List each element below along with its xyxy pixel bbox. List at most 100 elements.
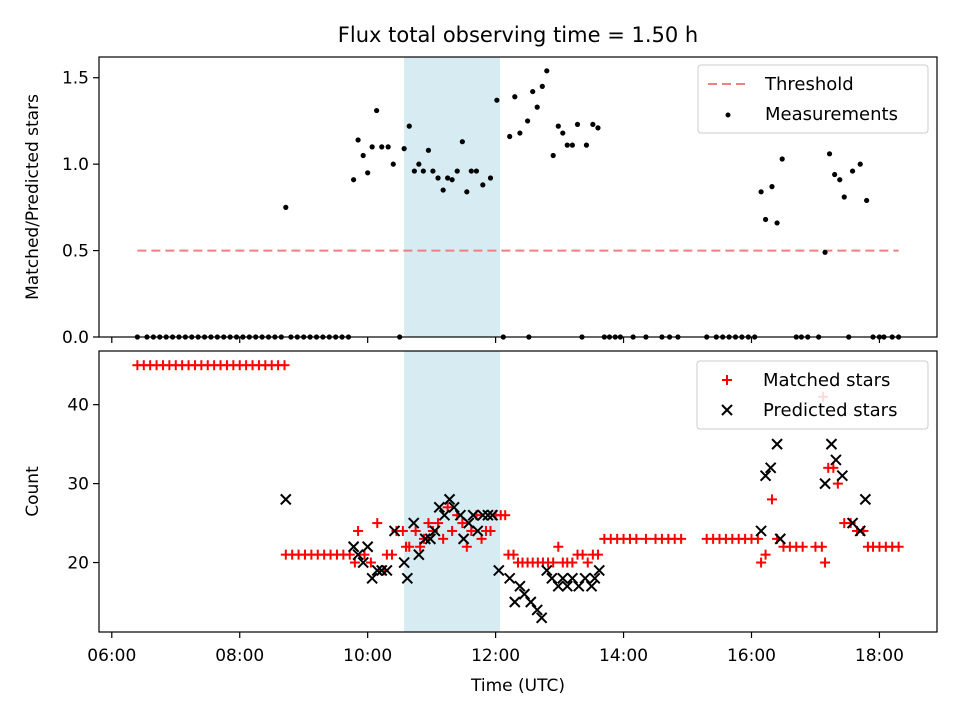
measurement-point	[758, 189, 764, 195]
matched-star-point	[816, 541, 827, 552]
measurement-point	[595, 125, 601, 131]
legend-predicted-label: Predicted stars	[763, 400, 897, 421]
y-tick-label: 1.5	[62, 69, 89, 89]
measurement-point	[454, 168, 460, 174]
measurement-point	[435, 175, 441, 181]
bottom-legend: Matched stars Predicted stars	[696, 360, 929, 430]
measurement-point	[590, 121, 596, 128]
matched-star-point	[766, 494, 777, 505]
matched-star-point	[893, 541, 904, 552]
measurement-point	[564, 142, 570, 148]
predicted-star-point	[514, 580, 526, 592]
matched-star-point	[397, 525, 408, 536]
measurement-point	[369, 144, 375, 150]
measurement-point	[468, 168, 474, 174]
legend-matched-swatch	[722, 375, 732, 385]
matched-star-point	[631, 533, 642, 544]
legend-measurements-swatch	[725, 112, 731, 118]
top-y-axis: 0.0 0.5 1.0 1.5	[62, 69, 99, 348]
legend-predicted-swatch	[721, 404, 733, 416]
chart-title: Flux total observing time = 1.50 h	[338, 23, 698, 47]
predicted-star-point	[509, 596, 521, 608]
predicted-star-point	[579, 572, 591, 585]
x-tick-label: 10:00	[343, 646, 392, 666]
predicted-star-point	[486, 509, 499, 521]
legend-plus-marker	[722, 375, 732, 385]
predicted-star-point	[429, 525, 441, 537]
legend-matched-label: Matched stars	[763, 370, 890, 391]
predicted-star-point	[819, 477, 831, 490]
matched-star-point	[553, 541, 564, 552]
predicted-star-point	[573, 580, 585, 592]
predicted-star-point	[503, 572, 516, 585]
measurement-point	[350, 177, 357, 183]
measurements-series	[134, 68, 902, 340]
x-tick-label: 18:00	[855, 646, 904, 666]
measurement-point	[390, 161, 396, 167]
measurement-point	[464, 189, 470, 195]
predicted-star-point	[557, 572, 569, 585]
measurement-point	[555, 123, 561, 129]
predicted-star-point	[413, 548, 425, 561]
matched-star-point	[500, 510, 511, 521]
y-tick-label: 0.0	[62, 328, 89, 348]
measurement-point	[430, 168, 436, 174]
matched-star-point	[582, 557, 593, 568]
predicted-star-point	[585, 580, 598, 592]
measurement-point	[283, 204, 289, 210]
measurement-point	[774, 220, 780, 226]
matched-star-point	[404, 541, 415, 552]
x-tick-label: 08:00	[215, 646, 264, 666]
matched-star-point	[353, 525, 364, 536]
matched-star-point	[365, 557, 376, 568]
predicted-star-point	[859, 493, 872, 506]
measurement-point	[401, 146, 407, 152]
matched-star-point	[760, 549, 771, 560]
matched-star-point	[466, 525, 477, 536]
bottom-legend-box	[696, 360, 929, 430]
measurement-point	[512, 94, 518, 100]
matched-star-point	[797, 541, 808, 552]
predicted-star-point	[361, 541, 374, 553]
x-tick-label: 14:00	[599, 646, 648, 666]
predicted-star-point	[352, 548, 364, 561]
matched-star-point	[386, 549, 397, 560]
matched-star-point	[820, 557, 831, 568]
predicted-star-point	[398, 556, 410, 569]
predicted-star-point	[471, 525, 484, 537]
predicted-star-point	[546, 572, 558, 585]
measurement-point	[425, 147, 432, 153]
measurement-point	[360, 152, 366, 159]
predicted-star-point	[371, 564, 383, 577]
predicted-star-point	[759, 470, 772, 482]
bottom-x-axis: 06:00 08:00 10:00 12:00 14:00 16:00 18:00	[87, 632, 904, 666]
predicted-star-point	[357, 556, 369, 569]
predicted-star-point	[493, 564, 505, 577]
matched-stars-series	[132, 360, 904, 576]
measurement-point	[487, 175, 494, 181]
predicted-star-point	[467, 509, 479, 521]
matched-star-point	[279, 360, 290, 371]
matched-star-point	[640, 533, 651, 544]
matched-star-point	[508, 549, 519, 560]
predicted-star-point	[424, 533, 437, 545]
measurement-point	[416, 161, 422, 167]
predicted-star-point	[525, 596, 537, 608]
predicted-star-point	[433, 501, 446, 513]
top-legend-box	[697, 64, 929, 134]
measurement-point	[583, 142, 590, 148]
predicted-star-point	[531, 604, 543, 616]
measurement-point	[524, 118, 531, 124]
measurement-point	[385, 144, 391, 150]
x-tick-label: 16:00	[727, 646, 776, 666]
measurement-point	[544, 68, 550, 74]
predicted-star-point	[448, 501, 460, 513]
measurement-point	[569, 142, 575, 148]
matched-star-point	[592, 549, 603, 560]
measurement-point	[530, 88, 536, 95]
predicted-stars-series	[280, 438, 872, 624]
bottom-y-axis: 20 30 40	[67, 396, 99, 574]
predicted-star-point	[347, 541, 360, 553]
measurement-point	[507, 133, 513, 140]
matched-star-point	[457, 518, 468, 529]
